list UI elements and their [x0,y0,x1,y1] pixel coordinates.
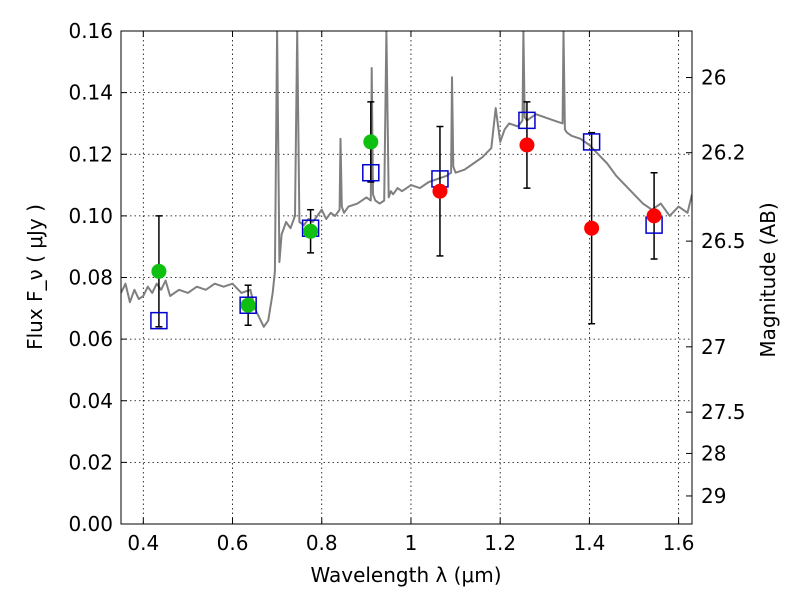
x-tick-label: 1 [405,531,418,555]
data-point-circle [584,220,600,236]
y-tick-label: 0.06 [68,327,113,351]
right-tick-label: 29 [701,484,726,508]
right-tick-label: 27.5 [701,400,746,424]
y-tick-label: 0.08 [68,266,113,290]
x-tick-label: 0.4 [127,531,159,555]
data-point-circle [432,183,448,199]
right-tick-label: 26.5 [701,229,746,253]
model-spectrum-layer [121,31,692,328]
data-point-circle [151,263,167,279]
y-tick-label: 0.16 [68,19,113,43]
grid-lines [121,30,692,525]
right-axis-label: Magnitude (AB) [756,202,780,357]
data-point-circle [303,223,319,239]
right-tick-label: 26.2 [701,141,746,165]
x-tick-label: 1.4 [573,531,605,555]
y-tick-label: 0.00 [68,512,113,536]
y-tick-label: 0.14 [68,81,113,105]
y-tick-label: 0.12 [68,142,113,166]
data-points-layer [150,101,663,330]
x-tick-label: 1.6 [663,531,695,555]
data-point-square [150,311,168,330]
axis-ticks [121,30,692,525]
right-tick-label: 26 [701,66,726,90]
data-point-circle [240,297,256,313]
data-point-square [239,296,257,314]
data-point-circle [363,134,379,150]
right-tick-label: 27 [701,335,726,359]
data-point-circle [519,137,535,153]
x-axis-label: Wavelength λ (μm) [310,563,501,587]
data-point-square [362,163,380,182]
data-point-circle [646,208,662,224]
y-tick-label: 0.02 [68,450,113,474]
x-tick-label: 0.8 [306,531,338,555]
x-tick-label: 0.6 [217,531,249,555]
data-point-square [582,133,601,151]
y-tick-label: 0.04 [68,389,113,413]
right-tick-label: 28 [701,441,726,465]
data-point-square [518,111,536,130]
axis-tick-labels: 0.4 0.6 0.8 1 1.2 1.4 1.6 0.00 0.02 0.04 0.06 0.08 0… [68,19,745,555]
y-tick-label: 0.10 [68,204,113,228]
y-axis-label: Flux F_ν ( μJy ) [23,204,47,350]
model-spectrum-line [121,31,692,328]
x-tick-label: 1.2 [484,531,516,555]
